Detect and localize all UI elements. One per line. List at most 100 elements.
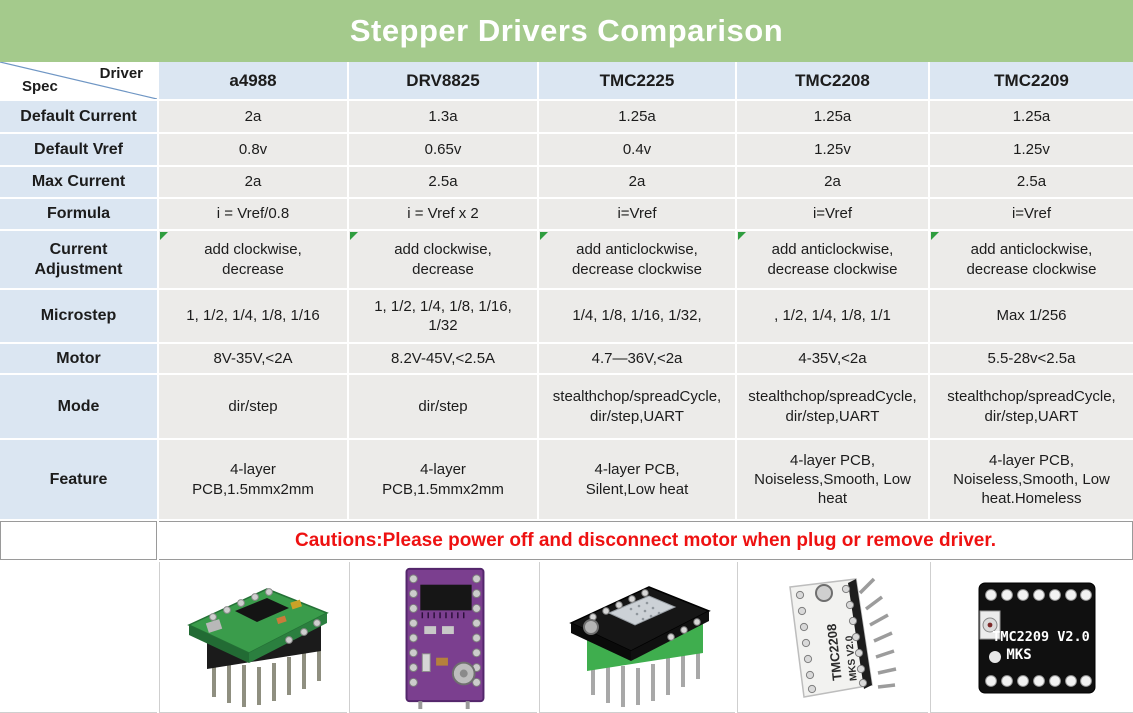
value-text: stealthchop/spreadCycle,dir/step,UART (552, 388, 722, 425)
value-cell: Max 1/256 (930, 290, 1133, 342)
corner-spec-label: Spec (22, 78, 58, 95)
value-cell: 2a (737, 167, 928, 197)
value-text: stealthchop/spreadCycle,dir/step,UART (947, 388, 1116, 425)
corner-driver-label: Driver (99, 65, 143, 82)
value-text: add anticlockwise, decrease clockwise (966, 241, 1097, 278)
page-title: Stepper Drivers Comparison (349, 13, 784, 48)
value-cell: 0.65v (349, 134, 537, 165)
value-cell: stealthchop/spreadCycle,dir/step,UART (930, 375, 1133, 438)
column-header-tmc2209: TMC2209 (930, 62, 1133, 99)
row-label-motor: Motor (0, 344, 157, 373)
comment-marker (931, 232, 939, 240)
value-text: 4-layer PCB, Noiseless,Smooth, Low heat.… (953, 451, 1110, 508)
value-cell: stealthchop/spreadCycle,dir/step,UART (737, 375, 928, 438)
row-label-default-vref: Default Vref (0, 134, 157, 165)
comparison-table: Spec Driver a4988 DRV8825 TMC2225 TMC220… (0, 62, 1133, 713)
value-cell: i=Vref (930, 199, 1133, 229)
value-text: 4-layer PCB, Noiseless,Smooth, Low heat (754, 451, 911, 508)
value-cell: stealthchop/spreadCycle,dir/step,UART (539, 375, 735, 438)
value-cell: 4-layer PCB,1.5mmx2mm (159, 440, 347, 519)
caution-message: Cautions:Please power off and disconnect… (159, 521, 1133, 560)
value-cell: 4-layer PCB, Noiseless,Smooth, Low heat (737, 440, 928, 519)
value-cell: 1/4, 1/8, 1/16, 1/32, (539, 290, 735, 342)
value-text: 4-layer PCB, Silent,Low heat (585, 461, 689, 498)
value-cell: 5.5-28v<2.5a (930, 344, 1133, 373)
a4988-board-illustration (186, 587, 329, 707)
value-cell: 1, 1/2, 1/4, 1/8, 1/16 (159, 290, 347, 342)
value-cell: 1.25v (737, 134, 928, 165)
value-text: stealthchop/spreadCycle,dir/step,UART (748, 388, 917, 425)
comment-marker (350, 232, 358, 240)
tmc2225-board-photo (539, 562, 735, 713)
value-cell: 1.25v (930, 134, 1133, 165)
value-cell: 2.5a (930, 167, 1133, 197)
row-label-mode: Mode (0, 375, 157, 438)
value-text: 4-layer PCB,1.5mmx2mm (192, 461, 314, 498)
tmc2208-board-illustration: TMC2208 MKS V2.0 (789, 577, 897, 698)
value-cell: add anticlockwise, decrease clockwise (539, 231, 735, 288)
value-cell: 1.25a (930, 101, 1133, 132)
value-cell: add anticlockwise, decrease clockwise (930, 231, 1133, 288)
tmc2208-board-text-line1: TMC2208 (824, 623, 845, 681)
value-text: 1/4, 1/8, 1/16, 1/32, (572, 307, 702, 325)
value-cell-clipped: , 1/2, 1/4, 1/8, 1/1 (737, 290, 928, 342)
value-text: add clockwise, decrease (394, 241, 492, 278)
value-cell: 2.5a (349, 167, 537, 197)
row-label-formula: Formula (0, 199, 157, 229)
row-label-text: Current Adjustment (34, 240, 123, 278)
drv8825-board-photo (349, 562, 537, 713)
value-cell: i = Vref x 2 (349, 199, 537, 229)
value-cell: 8V-35V,<2A (159, 344, 347, 373)
tmc2208-board-photo: TMC2208 MKS V2.0 (737, 562, 928, 713)
tmc2209-board-text-line1: TMC2209 V2.0 (992, 629, 1090, 645)
value-text: 1, 1/2, 1/4, 1/8, 1/16, 1/32 (374, 297, 512, 334)
column-header-tmc2208: TMC2208 (737, 62, 928, 99)
value-cell: 4-layer PCB, Noiseless,Smooth, Low heat.… (930, 440, 1133, 519)
value-cell: 0.8v (159, 134, 347, 165)
value-cell: add clockwise, decrease (349, 231, 537, 288)
value-cell: 1.25a (737, 101, 928, 132)
tmc2208-board-text-line2: MKS V2.0 (844, 634, 860, 681)
caution-row-empty-cell (0, 521, 157, 560)
value-cell: add clockwise, decrease (159, 231, 347, 288)
value-text: add clockwise, decrease (204, 241, 302, 278)
column-header-tmc2225: TMC2225 (539, 62, 735, 99)
diagonal-divider-line (0, 62, 157, 99)
row-label-default-current: Default Current (0, 101, 157, 132)
row-label-feature: Feature (0, 440, 157, 519)
tmc2225-board-illustration (568, 585, 711, 707)
image-row-empty-cell (0, 562, 157, 713)
value-cell: 4.7—36V,<2a (539, 344, 735, 373)
drv8825-board-illustration (405, 567, 484, 710)
value-cell: dir/step (159, 375, 347, 438)
title-banner: Stepper Drivers Comparison (0, 0, 1133, 62)
value-cell: 2a (159, 101, 347, 132)
value-cell: i=Vref (737, 199, 928, 229)
value-cell: 1.3a (349, 101, 537, 132)
value-cell: 2a (539, 167, 735, 197)
comment-marker (738, 232, 746, 240)
spec-driver-corner-cell: Spec Driver (0, 62, 157, 99)
value-cell: 1, 1/2, 1/4, 1/8, 1/16, 1/32 (349, 290, 537, 342)
row-label-microstep: Microstep (0, 290, 157, 342)
row-label-current-adjustment: Current Adjustment (0, 231, 157, 288)
tmc2209-board-illustration: TMC2209 V2.0 MKS (978, 582, 1096, 693)
comment-marker (160, 232, 168, 240)
value-text: 4-layer PCB,1.5mmx2mm (382, 461, 504, 498)
a4988-board-photo (159, 562, 347, 713)
tmc2209-board-photo: TMC2209 V2.0 MKS (930, 562, 1133, 713)
value-cell: 4-35V,<2a (737, 344, 928, 373)
tmc2209-board-text-line2: MKS (1006, 647, 1031, 663)
value-cell: 2a (159, 167, 347, 197)
value-cell: 4-layer PCB,1.5mmx2mm (349, 440, 537, 519)
value-text: add anticlockwise, decrease clockwise (571, 241, 703, 278)
value-cell: dir/step (349, 375, 537, 438)
value-text: add anticlockwise, decrease clockwise (767, 241, 898, 278)
row-label-max-current: Max Current (0, 167, 157, 197)
value-text: 1, 1/2, 1/4, 1/8, 1/16 (186, 307, 320, 325)
value-cell: 1.25a (539, 101, 735, 132)
value-cell: i = Vref/0.8 (159, 199, 347, 229)
value-cell: 0.4v (539, 134, 735, 165)
column-header-a4988: a4988 (159, 62, 347, 99)
